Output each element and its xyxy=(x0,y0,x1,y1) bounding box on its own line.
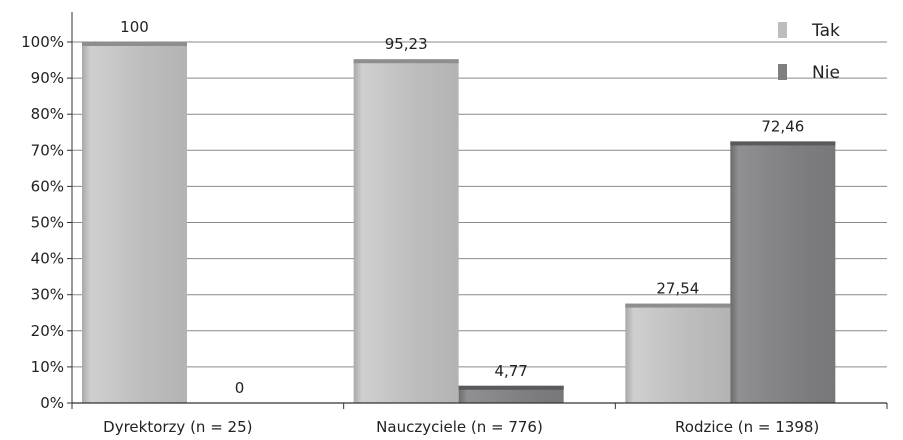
bar-tak xyxy=(353,59,459,404)
y-tick-label: 70% xyxy=(31,141,64,159)
bar-nie xyxy=(730,141,836,403)
data-label: 72,46 xyxy=(761,117,804,135)
y-tick-label: 30% xyxy=(31,286,64,304)
y-tick-label: 60% xyxy=(31,177,64,195)
bar-nie xyxy=(458,385,564,403)
y-tick-label: 50% xyxy=(31,214,64,232)
data-labels: 100 0 95,23 4,77 27,54 72,46 xyxy=(120,18,804,397)
y-tick-label: 0% xyxy=(40,394,64,412)
x-category-label: Rodzice (n = 1398) xyxy=(675,418,819,436)
bar-top-edge xyxy=(82,42,187,46)
data-label: 95,23 xyxy=(385,35,428,53)
gridlines xyxy=(72,41,887,368)
y-axis: 0% 10% 20% 30% 40% 50% 60% 70% 80% 90% 100% xyxy=(21,12,73,412)
data-label: 4,77 xyxy=(494,362,527,380)
bar-tak xyxy=(82,42,187,403)
x-category-label: Dyrektorzy (n = 25) xyxy=(103,418,252,436)
y-tick-label: 100% xyxy=(21,33,64,51)
bar-top-edge xyxy=(458,385,564,390)
bar-top-edge xyxy=(730,141,836,146)
legend-label-tak: Tak xyxy=(811,21,840,41)
y-tick-label: 10% xyxy=(31,358,64,376)
y-tick-label: 80% xyxy=(31,105,64,123)
x-category-label: Nauczyciele (n = 776) xyxy=(376,418,543,436)
y-tick-label: 20% xyxy=(31,322,64,340)
bar-top-edge xyxy=(353,59,459,64)
legend-label-nie: Nie xyxy=(812,63,840,83)
x-axis: Dyrektorzy (n = 25) Nauczyciele (n = 776)… xyxy=(71,402,888,436)
legend: Tak Nie xyxy=(778,21,840,83)
y-tick-label: 40% xyxy=(31,250,64,268)
legend-swatch-nie xyxy=(778,64,787,80)
data-label: 100 xyxy=(120,18,149,36)
bars xyxy=(82,42,836,404)
data-label: 0 xyxy=(235,379,245,397)
data-label: 27,54 xyxy=(656,280,699,298)
bar-tak xyxy=(625,303,731,403)
y-tick-label: 90% xyxy=(31,69,64,87)
legend-swatch-tak xyxy=(778,22,787,38)
bar-top-edge xyxy=(625,303,731,308)
